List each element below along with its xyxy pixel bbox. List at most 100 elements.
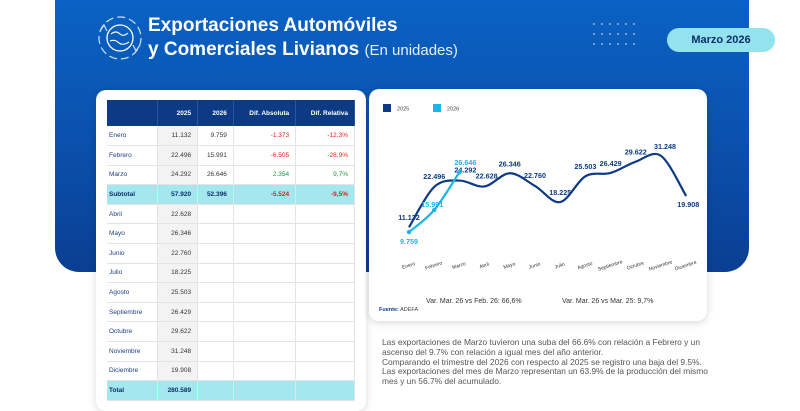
month-cell: Agosto: [107, 282, 158, 303]
abs-diff-cell: [233, 243, 297, 264]
rel-diff-cell: [295, 223, 355, 245]
rel-diff-cell: [295, 302, 355, 323]
source-label: Fuente:: [379, 307, 399, 313]
exports-line-chart: 2025 2026 Enero Febrero Marzo Abril Mayo Junio J…: [383, 104, 699, 273]
x-tick-label: Agosto: [577, 261, 594, 272]
value-2025-cell: 22.760: [157, 243, 199, 264]
table-header-row: 2025 2026 Dif. Absoluta Dif. Relativa: [107, 100, 355, 126]
column-header-2026: 2026: [197, 100, 234, 126]
month-cell: Diciembre: [107, 361, 158, 382]
table-row: Octubre 29.622: [107, 321, 355, 343]
data-label-2025: 24.292: [454, 166, 476, 175]
x-tick-label: Julio: [554, 262, 566, 271]
value-2026-cell: [197, 380, 234, 401]
abs-diff-cell: -5.524: [233, 184, 297, 205]
abs-diff-cell: [233, 361, 297, 382]
table-row: Total 280.589: [107, 380, 355, 401]
x-tick-label: Septiembre: [597, 259, 623, 273]
rel-diff-cell: [295, 361, 355, 382]
value-2026-cell: 26.646: [197, 165, 234, 186]
abs-diff-cell: 2.354: [233, 165, 297, 186]
month-cell: Marzo: [107, 165, 158, 186]
title-unit: (En unidades): [364, 42, 458, 59]
value-2026-cell: [197, 341, 234, 362]
rel-diff-cell: [295, 204, 355, 225]
data-label-2025: 31.248: [654, 142, 676, 151]
legend-swatch-2025: [383, 104, 391, 112]
month-cell: Febrero: [107, 145, 158, 166]
column-header-abs-diff: Dif. Absoluta: [233, 100, 297, 126]
value-2026-cell: 15.991: [197, 145, 234, 166]
abs-diff-cell: -6.505: [233, 145, 297, 166]
month-cell: Mayo: [107, 223, 158, 245]
legend-label-2025: 2025: [397, 107, 409, 113]
value-2026-cell: [197, 302, 234, 323]
table-row: Septiembre 26.429: [107, 302, 355, 323]
value-2025-cell: 280.589: [157, 380, 199, 401]
exports-table-card: 2025 2026 Dif. Absoluta Dif. Relativa En…: [96, 90, 366, 411]
value-2025-cell: 24.292: [157, 165, 199, 186]
legend-label-2026: 2026: [447, 107, 459, 113]
table-row: Enero 11.132 9.759 -1.373 -12,3%: [107, 126, 355, 147]
value-2025-cell: 26.429: [157, 302, 199, 323]
x-tick-label: Octubre: [626, 260, 645, 271]
x-tick-label: Febrero: [425, 260, 444, 271]
data-point-2026: [432, 207, 437, 213]
summary-notes: Las exportaciones de Marzo tuvieron una …: [382, 337, 712, 387]
value-2026-cell: 9.759: [197, 126, 234, 147]
table-row: Abril 22.628: [107, 204, 355, 225]
month-cell: Abril: [107, 204, 158, 225]
comparison-feb: Var. Mar. 26 vs Feb. 26: 66,6%: [426, 298, 522, 305]
data-label-2026: 26.646: [454, 158, 476, 167]
data-label-2025: 26.429: [600, 159, 622, 168]
value-2025-cell: 11.132: [157, 126, 199, 147]
note-2: Comparando el trimestre del 2026 con res…: [382, 356, 702, 367]
data-label-2025: 22.760: [524, 171, 546, 180]
value-2025-cell: 57.920: [157, 184, 199, 205]
x-tick-label: Mayo: [503, 261, 517, 271]
value-2026-cell: 52.396: [197, 184, 234, 205]
rel-diff-cell: [295, 321, 355, 343]
chart-card: 2025 2026 Enero Febrero Marzo Abril Mayo Junio J…: [369, 89, 707, 321]
rel-diff-cell: -28,9%: [295, 145, 355, 166]
abs-diff-cell: -1.373: [233, 126, 297, 147]
decorative-dots: [593, 23, 635, 45]
value-2026-cell: [197, 282, 234, 303]
table-row: Noviembre 31.248: [107, 341, 355, 362]
x-tick-label: Junio: [528, 261, 541, 270]
data-label-2026: 9.759: [400, 237, 418, 246]
table-body: Enero 11.132 9.759 -1.373 -12,3% Febrero 22.49…: [107, 126, 355, 401]
x-tick-label: Noviembre: [648, 259, 673, 272]
data-label-2025: 19.908: [677, 200, 699, 209]
data-label-2025: 18.225: [549, 188, 571, 197]
rel-diff-cell: [295, 263, 355, 284]
rel-diff-cell: [295, 282, 355, 303]
data-label-2025: 29.622: [625, 148, 647, 157]
value-2026-cell: [197, 204, 234, 225]
value-2026-cell: [197, 321, 234, 343]
data-label-2025: 25.503: [574, 162, 596, 171]
x-tick-label: Diciembre: [674, 260, 697, 273]
month-cell: Julio: [107, 263, 158, 284]
abs-diff-cell: [233, 223, 297, 245]
month-cell: Total: [107, 380, 158, 401]
month-cell: Junio: [107, 243, 158, 264]
column-header-rel-diff: Dif. Relativa: [295, 100, 355, 126]
data-label-2025: 22.496: [423, 172, 445, 181]
note-3: Las exportaciones del mes de Marzo repre…: [382, 366, 708, 387]
abs-diff-cell: [233, 204, 297, 225]
data-label-2025: 11.132: [398, 213, 420, 222]
value-2025-cell: 25.503: [157, 282, 199, 303]
series-line-2025: [408, 152, 688, 228]
value-2025-cell: 31.248: [157, 341, 199, 362]
rel-diff-cell: [295, 243, 355, 264]
abs-diff-cell: [233, 341, 297, 362]
value-2026-cell: [197, 361, 234, 382]
table-row: Agosto 25.503: [107, 282, 355, 303]
value-2026-cell: [197, 263, 234, 284]
chart-source: Fuente: ADEFA: [379, 307, 418, 313]
month-cell: Subtotal: [107, 184, 158, 205]
month-cell: Septiembre: [107, 302, 158, 323]
value-2025-cell: 26.346: [157, 223, 199, 245]
